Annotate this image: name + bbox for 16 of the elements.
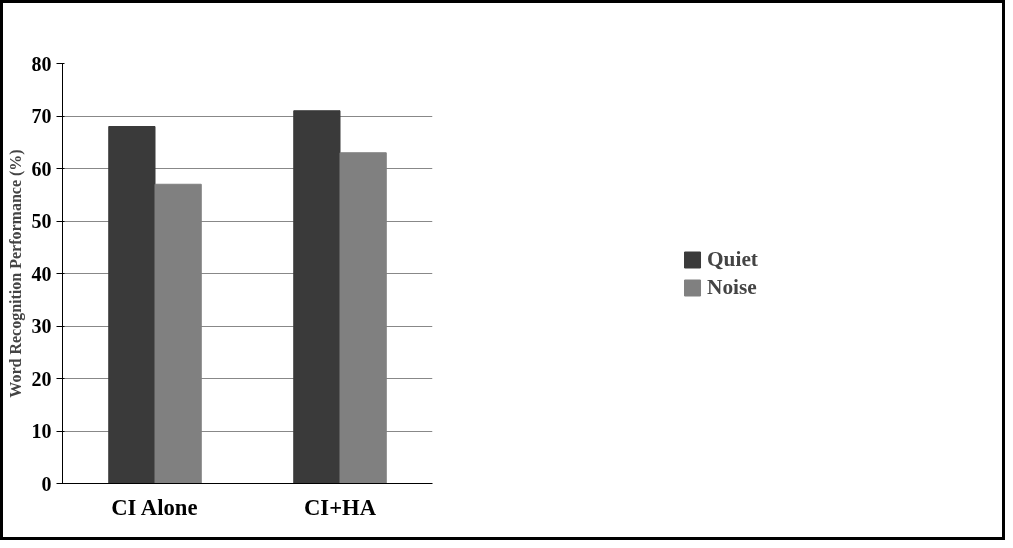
y-tick-label: 10	[31, 420, 52, 442]
y-tick-label: 80	[31, 52, 52, 75]
bar	[108, 126, 156, 484]
y-tick-label: 20	[31, 367, 52, 390]
legend-label: Quiet	[707, 246, 758, 272]
y-tick-label: 0	[41, 472, 52, 495]
y-tick-label: 30	[31, 315, 52, 337]
x-tick-label: CI+HA	[303, 494, 377, 520]
legend-label: Noise	[707, 274, 757, 300]
y-tick-label: 60	[31, 157, 52, 180]
bar	[293, 110, 341, 484]
y-tick-label: 40	[31, 262, 52, 285]
y-tick-label: 70	[31, 105, 52, 127]
y-axis-title: Word Recognition Performance (%)	[6, 149, 25, 398]
x-tick-label: CI Alone	[111, 494, 198, 520]
y-tick-label: 50	[31, 210, 52, 232]
